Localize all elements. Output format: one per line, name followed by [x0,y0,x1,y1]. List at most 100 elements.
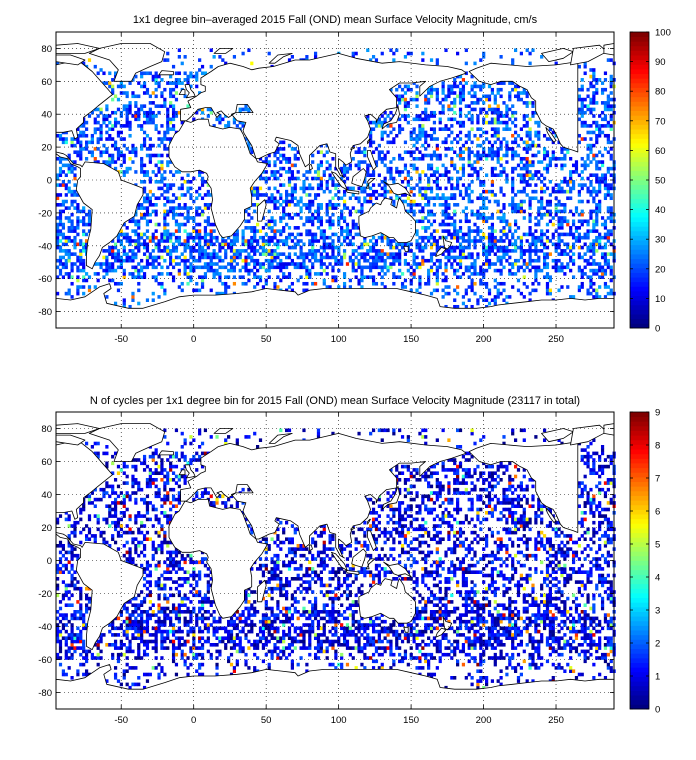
data-cell [586,156,590,161]
data-cell [496,199,500,204]
data-cell [606,232,610,237]
data-cell [496,137,500,141]
data-cell [285,262,289,266]
data-cell [583,219,587,224]
data-cell [383,258,387,263]
data-cell [279,173,283,178]
data-cell [116,616,121,621]
data-cell [169,186,173,191]
data-cell [93,117,97,122]
data-cell [192,117,196,122]
data-cell [287,285,292,289]
data-cell [505,235,509,240]
data-cell [322,262,326,266]
data-cell [525,183,529,187]
data-cell [128,560,132,565]
data-cell [125,104,129,108]
data-cell [137,81,141,85]
data-cell [137,553,141,558]
data-cell [444,170,448,174]
data-cell [76,636,80,640]
data-cell [296,156,300,161]
data-cell [464,48,468,53]
data-cell [398,252,402,256]
data-cell [342,166,347,171]
data-cell [134,232,138,237]
data-cell [64,235,68,240]
colorbar-segment [630,221,649,227]
data-cell [186,216,190,220]
data-cell [58,639,63,644]
data-cell [58,222,63,227]
data-cell [429,163,434,168]
data-cell [122,464,126,469]
data-cell [360,252,364,256]
data-cell [435,147,439,151]
data-cell [441,140,445,145]
data-cell [505,153,509,158]
data-cell [603,133,608,138]
data-cell [351,262,355,266]
data-cell [293,265,297,270]
data-cell [603,173,608,178]
data-cell [96,451,100,456]
data-cell [287,235,292,240]
data-cell [371,278,376,283]
data-cell [453,117,457,122]
data-cell [171,206,176,210]
data-cell [508,249,512,253]
data-cell [290,232,294,237]
data-cell [160,104,164,108]
data-cell [128,616,132,621]
data-cell [325,212,329,217]
data-cell [592,222,596,227]
data-cell [493,278,497,283]
data-cell [479,278,483,283]
data-cell [412,117,416,122]
data-cell [432,150,437,154]
data-cell [82,662,86,667]
data-cell [609,58,613,62]
data-cell [105,464,109,469]
data-cell [128,514,132,518]
data-cell [586,147,590,151]
data-cell [96,441,100,446]
data-cell [287,252,292,256]
data-cell [603,196,608,201]
data-cell [58,216,63,220]
data-cell [76,209,80,214]
data-cell [389,196,393,201]
data-cell [125,662,129,667]
data-cell [493,94,497,99]
data-cell [595,124,599,128]
data-cell [592,107,596,112]
data-cell [557,199,561,204]
data-cell [137,262,141,266]
data-cell [151,78,155,82]
data-cell [470,229,474,233]
data-cell [374,258,379,263]
data-cell [325,150,329,154]
data-cell [319,216,323,220]
data-cell [313,258,318,263]
data-cell [554,245,558,250]
data-cell [525,163,529,168]
data-cell [200,71,205,76]
data-cell [296,199,300,204]
data-cell [276,170,280,174]
data-cell [145,153,150,158]
data-cell [467,268,471,273]
data-cell [122,301,126,306]
data-cell [128,626,132,631]
data-cell [293,203,297,207]
data-cell [583,242,587,247]
data-cell [513,153,518,158]
data-cell [299,255,303,260]
data-cell [450,140,454,145]
data-cell [540,212,544,217]
data-cell [70,163,74,168]
data-cell [366,117,370,122]
colorbar-segment [630,295,649,301]
data-cell [145,265,150,270]
data-cell [186,281,190,286]
